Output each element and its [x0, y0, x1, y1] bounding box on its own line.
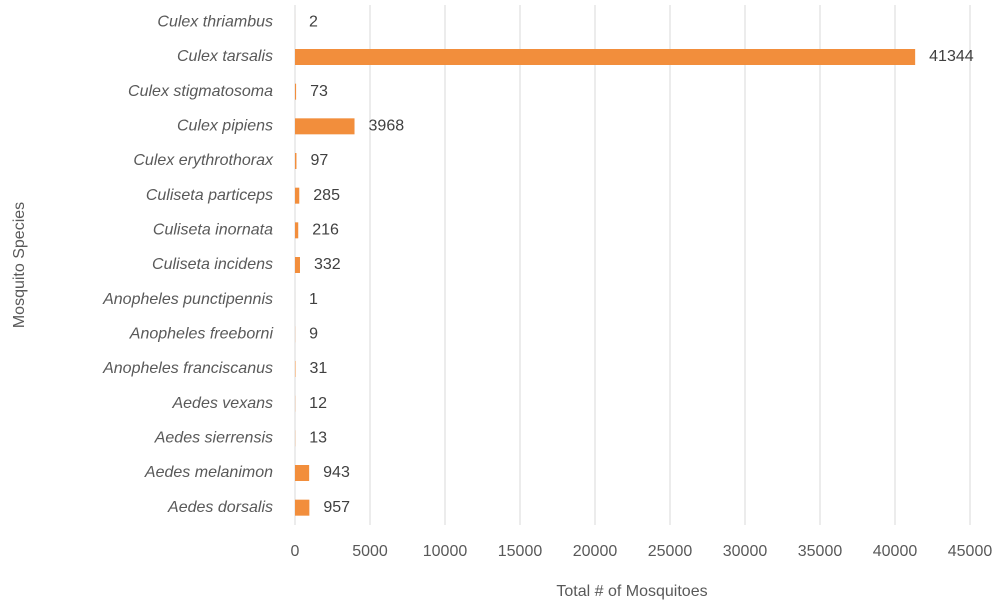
y-tick-label: Anopheles freeborni — [129, 326, 274, 343]
y-tick-label: Culex stigmatosoma — [128, 83, 273, 100]
x-tick-label: 40000 — [873, 543, 918, 560]
bar — [295, 499, 310, 516]
x-tick-label: 15000 — [498, 543, 543, 560]
data-label: 216 — [312, 222, 339, 239]
y-tick-label: Anopheles franciscanus — [102, 360, 273, 377]
data-label: 3968 — [369, 118, 405, 135]
bar — [295, 83, 297, 100]
y-tick-label: Culex thriambus — [157, 14, 273, 31]
x-tick-label: 35000 — [798, 543, 843, 560]
y-tick-label: Culex erythrothorax — [133, 152, 274, 169]
x-axis-title: Total # of Mosquitoes — [556, 583, 707, 600]
y-tick-label: Anopheles punctipennis — [102, 291, 273, 308]
data-label: 332 — [314, 256, 341, 273]
bar — [295, 187, 300, 204]
bar — [295, 465, 310, 481]
x-tick-label: 30000 — [723, 543, 768, 560]
x-tick-label: 5000 — [352, 543, 388, 560]
y-tick-label: Culex pipiens — [177, 118, 273, 135]
y-tick-label: Aedes vexans — [171, 395, 273, 412]
x-tick-label: 10000 — [423, 543, 468, 560]
y-tick-label: Culiseta incidens — [152, 256, 273, 273]
data-label: 97 — [310, 152, 328, 169]
y-tick-label: Aedes dorsalis — [167, 499, 273, 516]
y-tick-label: Culiseta particeps — [146, 187, 273, 204]
data-label: 12 — [309, 395, 327, 412]
y-tick-label: Culiseta inornata — [153, 222, 273, 239]
data-label: 73 — [310, 83, 328, 100]
bar — [295, 118, 355, 135]
data-label: 13 — [309, 430, 327, 447]
data-label: 1 — [309, 291, 318, 308]
data-label: 957 — [323, 499, 350, 516]
y-tick-label: Culex tarsalis — [177, 48, 273, 65]
x-tick-label: 25000 — [648, 543, 693, 560]
bar — [295, 257, 300, 273]
data-label: 285 — [313, 187, 340, 204]
x-tick-label: 45000 — [948, 543, 993, 560]
x-tick-label: 20000 — [573, 543, 618, 560]
data-label: 41344 — [929, 48, 974, 65]
x-tick-label: 0 — [291, 543, 300, 560]
data-label: 9 — [309, 326, 318, 343]
y-axis-title: Mosquito Species — [11, 202, 28, 328]
bar — [295, 222, 299, 239]
y-tick-label: Aedes sierrensis — [154, 430, 273, 447]
data-label: 2 — [309, 14, 318, 31]
y-tick-label: Aedes melanimon — [144, 464, 273, 481]
bar — [295, 49, 916, 65]
bar — [295, 153, 297, 169]
data-label: 943 — [323, 464, 350, 481]
data-label: 31 — [309, 360, 327, 377]
